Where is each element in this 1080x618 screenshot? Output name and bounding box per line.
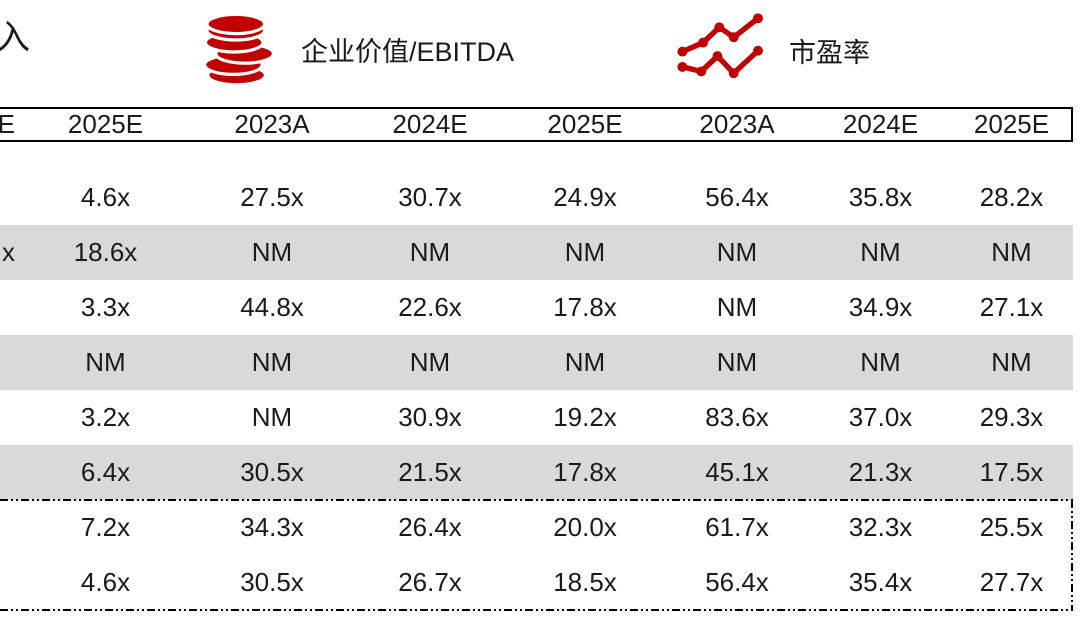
value-cell: 32.3x — [848, 512, 913, 542]
value-cell: 17.8x — [553, 292, 617, 322]
table-row: 4.6x 30.5x 26.7x 18.5x 56.4x 35.4x 27.7x — [0, 555, 1073, 610]
table-row: 3.2x NM 30.9x 19.2x 83.6x 37.0x 29.3x — [0, 390, 1073, 445]
table-row: 3.3x 44.8x 22.6x 17.8x NM 34.9x 27.1x — [0, 280, 1073, 335]
legend-pe-label: 市盈率 — [789, 38, 870, 68]
value-cell: NM — [716, 237, 758, 267]
value-cell: 19.2x — [553, 402, 617, 432]
value-cell: 56.4x — [705, 182, 769, 212]
value-cell: 3.3x — [80, 292, 131, 322]
comparables-table: E 2025E 2023A 2024E 2025E 2023A 2024E 2025E 4.6… — [0, 107, 1073, 611]
header-cell: E — [0, 109, 15, 139]
value-cell: NM — [860, 347, 901, 377]
value-cell: 26.4x — [398, 512, 462, 542]
header-cell: 2024E — [842, 109, 919, 139]
value-cell: 25.5x — [979, 512, 1044, 542]
value-cell: 27.7x — [979, 567, 1044, 597]
value-cell: 7.2x — [80, 512, 131, 542]
value-cell: NM — [409, 347, 451, 377]
value-cell: NM — [85, 347, 126, 377]
value-cell: NM — [564, 237, 606, 267]
table-row: 6.4x 30.5x 21.5x 17.8x 45.1x 21.3x 17.5x — [0, 445, 1073, 500]
value-cell: NM — [716, 292, 758, 322]
header-cell: 2024E — [392, 109, 468, 139]
value-cell: NM — [251, 347, 293, 377]
table-row: 7.2x 34.3x 26.4x 20.0x 61.7x 32.3x 25.5x — [0, 500, 1073, 555]
value-cell: 30.9x — [398, 402, 462, 432]
value-cell: 30.5x — [240, 457, 304, 487]
table-row: x 18.6x NM NM NM NM NM NM — [0, 225, 1073, 280]
line-chart-icon — [677, 13, 763, 79]
header-cell: 2025E — [547, 109, 623, 139]
value-cell: NM — [860, 237, 901, 267]
value-cell — [0, 170, 20, 225]
value-cell: 26.7x — [398, 567, 462, 597]
value-cell: x — [2, 237, 15, 267]
value-cell: 30.7x — [398, 182, 462, 212]
coins-icon — [203, 12, 275, 87]
legend-ev-ebitda-label: 企业价值/EBITDA — [301, 37, 515, 67]
value-cell: 83.6x — [705, 402, 769, 432]
value-cell: 21.3x — [848, 457, 913, 487]
value-cell: 17.8x — [553, 457, 617, 487]
value-cell: NM — [991, 237, 1032, 267]
table-body: 4.6x 27.5x 30.7x 24.9x 56.4x 35.8x 28.2x x 18.6x… — [0, 142, 1073, 500]
summary-box-top-dashed-border — [0, 499, 1073, 501]
value-cell: 18.6x — [73, 237, 138, 267]
value-cell — [0, 555, 20, 610]
header-cell: 2023A — [234, 109, 310, 139]
value-cell: 24.9x — [553, 182, 617, 212]
value-cell: 3.2x — [80, 402, 131, 432]
value-cell: 4.6x — [80, 182, 131, 212]
value-cell: 4.6x — [80, 567, 131, 597]
value-cell: NM — [564, 347, 606, 377]
value-cell: 27.5x — [240, 182, 304, 212]
value-cell: 35.4x — [848, 567, 913, 597]
table-row: 4.6x 27.5x 30.7x 24.9x 56.4x 35.8x 28.2x — [0, 142, 1073, 225]
summary-box-bottom-dashed-border — [0, 609, 1073, 611]
value-cell: 61.7x — [705, 512, 769, 542]
value-cell: 30.5x — [240, 567, 304, 597]
value-cell: NM — [251, 402, 293, 432]
value-cell: 45.1x — [705, 457, 769, 487]
value-cell: 6.4x — [80, 457, 131, 487]
legend-ev-revenue-fragment: 入 — [0, 19, 30, 57]
value-cell — [0, 500, 20, 555]
value-cell: 27.1x — [979, 292, 1044, 322]
summary-box-right-dashed-border — [1071, 500, 1073, 610]
value-cell: NM — [251, 237, 293, 267]
value-cell — [0, 445, 20, 500]
value-cell: 17.5x — [979, 457, 1044, 487]
value-cell: 35.8x — [848, 182, 913, 212]
value-cell: NM — [409, 237, 451, 267]
value-cell — [0, 390, 20, 445]
value-cell: 37.0x — [848, 402, 913, 432]
header-cell: 2023A — [699, 109, 775, 139]
value-cell: NM — [716, 347, 758, 377]
value-cell: 21.5x — [398, 457, 462, 487]
value-cell: 18.5x — [553, 567, 617, 597]
table-row: NM NM NM NM NM NM NM — [0, 335, 1073, 390]
value-cell: 22.6x — [398, 292, 462, 322]
value-cell: NM — [991, 347, 1032, 377]
value-cell: 44.8x — [240, 292, 304, 322]
table-header-row: E 2025E 2023A 2024E 2025E 2023A 2024E 2025E — [0, 107, 1073, 142]
header-cell: 2025E — [973, 109, 1050, 139]
value-cell: 56.4x — [705, 567, 769, 597]
value-cell: 34.3x — [240, 512, 304, 542]
value-cell: 28.2x — [979, 182, 1044, 212]
value-cell: 20.0x — [553, 512, 617, 542]
value-cell — [0, 335, 20, 390]
summary-box: 7.2x 34.3x 26.4x 20.0x 61.7x 32.3x 25.5x 4.6x 30… — [0, 499, 1073, 611]
value-cell: 29.3x — [979, 402, 1044, 432]
value-cell — [0, 280, 20, 335]
header-cell: 2025E — [67, 109, 144, 139]
value-cell: 34.9x — [848, 292, 913, 322]
